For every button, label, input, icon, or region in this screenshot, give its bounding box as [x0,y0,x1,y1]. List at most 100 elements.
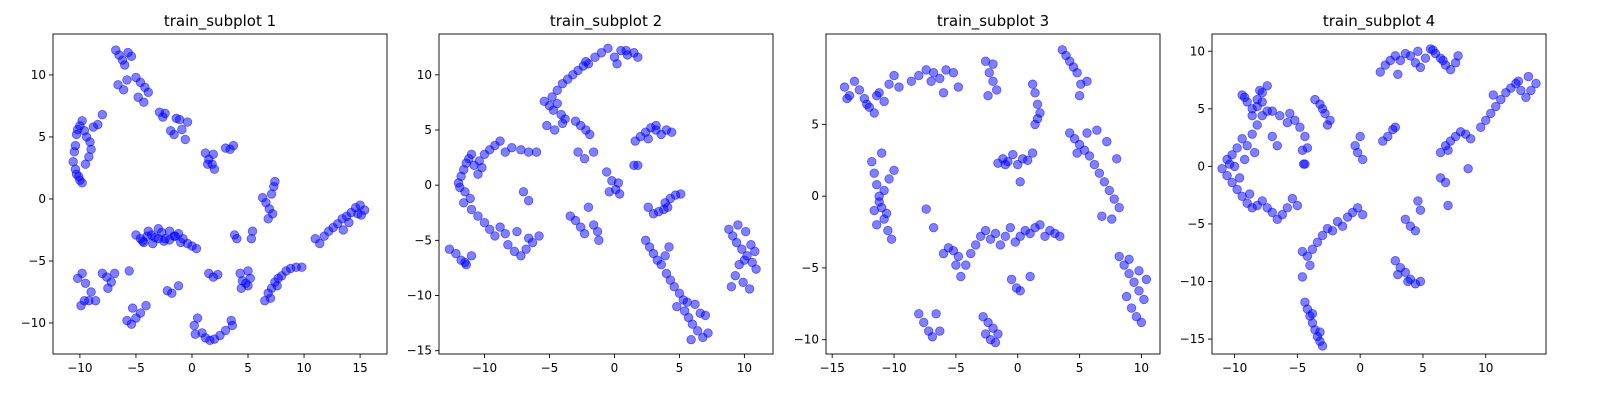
scatter-point [1307,309,1318,319]
scatter-point [1109,194,1119,204]
scatter-point [118,85,129,95]
scatter-point [124,266,134,276]
scatter-point [643,134,653,144]
scatter-point [839,82,850,92]
scatter-point [213,269,223,280]
scatter-point [585,129,595,140]
scatter-point [1297,272,1308,282]
y-tick-label: −15 [1180,332,1205,346]
scatter-point [842,93,852,104]
scatter-point [1443,200,1453,211]
scatter-point [1357,154,1368,165]
scatter-point [1244,189,1255,199]
y-tick-label: 0 [811,189,819,203]
scatter-point [174,114,185,125]
scatter-point [1496,94,1506,105]
x-tick-label: 0 [1014,361,1022,375]
scatter-point [495,136,505,146]
scatter-point [983,90,993,101]
scatter-point [552,85,562,95]
scatter-point [1277,210,1288,220]
x-tick-label: 10 [1134,361,1149,375]
subplot-title: train_subplot 2 [550,12,662,31]
scatter-point [1395,55,1406,66]
scatter-point [1488,90,1498,100]
x-tick-label: −5 [541,361,559,375]
scatter-point [1082,128,1092,138]
scatter-point [1239,92,1250,103]
scatter-point [1072,148,1082,158]
scatter-point [202,159,213,169]
scatter-point [588,147,599,157]
scatter-point [1094,168,1105,178]
scatter-point [1097,211,1107,221]
scatter-point [1272,140,1282,151]
scatter-point [503,240,513,250]
scatter-point [70,140,81,151]
scatter-point [682,297,692,307]
scatter-point [190,329,201,339]
scatter-point [1032,99,1043,110]
scatter-point [686,334,696,345]
scatter-point [1463,163,1473,174]
scatter-point [1267,106,1277,116]
scatter-point [1022,155,1033,165]
scatter-point [315,238,325,249]
scatter-series [1217,44,1541,351]
scatter-point [1390,256,1401,266]
axes-frame [1211,33,1547,355]
scatter-point [1305,260,1315,271]
scatter-point [928,68,939,78]
scatter-point [993,329,1003,339]
scatter-point [1027,148,1038,158]
scatter-point [77,116,87,126]
scatter-point [700,310,711,321]
scatter-point [549,125,560,135]
scatter-point [1232,184,1242,195]
scatter-point [603,43,613,54]
scatter-point [1082,76,1092,87]
scatter-point [872,220,882,230]
scatter-point [1355,131,1365,142]
scatter-point [356,210,366,220]
scatter-point [1005,223,1016,233]
scatter-point [1513,76,1524,86]
y-tick-label: 5 [811,117,819,131]
y-tick-label: −5 [28,254,46,268]
scatter-point [919,317,929,328]
scatter-point [1393,69,1403,79]
scatter-point [926,76,936,87]
scatter-point [980,329,991,339]
scatter-point [182,117,193,127]
scatter-point [272,281,282,291]
scatter-point [966,248,976,259]
subplot-2: train_subplot 2 −10 −5 0 5 10 −15 −10 −5 0 5 10 [407,12,774,375]
scatter-point [170,231,180,241]
scatter-point [1124,254,1134,264]
y-tick-label: −5 [801,261,819,275]
scatter-point [1287,193,1298,204]
y-tick-label: 10 [1190,44,1205,58]
scatter-point [570,215,581,226]
scatter-point [1099,177,1110,187]
scatter-point [208,149,218,160]
scatter-point [139,97,149,107]
scatter-point [86,144,96,155]
subplot-title: train_subplot 1 [164,12,276,31]
scatter-point [1008,149,1018,160]
scatter-point [1337,221,1348,231]
scatter-point [921,204,931,214]
y-tick-label: −10 [1180,274,1205,288]
scatter-point [79,295,90,306]
subplot-4: train_subplot 4 −10 −5 0 5 10 −15 −10 −5 0 5 10 [1180,12,1547,375]
subplot-title: train_subplot 4 [1323,12,1435,31]
scatter-point [690,299,700,310]
scatter-point [1526,85,1536,96]
scatter-point [500,147,510,157]
scatter-point [109,268,120,279]
scatter-point [1393,269,1403,280]
scatter-point [664,242,674,252]
scatter-point [474,156,484,166]
scatter-point [126,319,137,329]
scatter-point [1232,143,1242,153]
